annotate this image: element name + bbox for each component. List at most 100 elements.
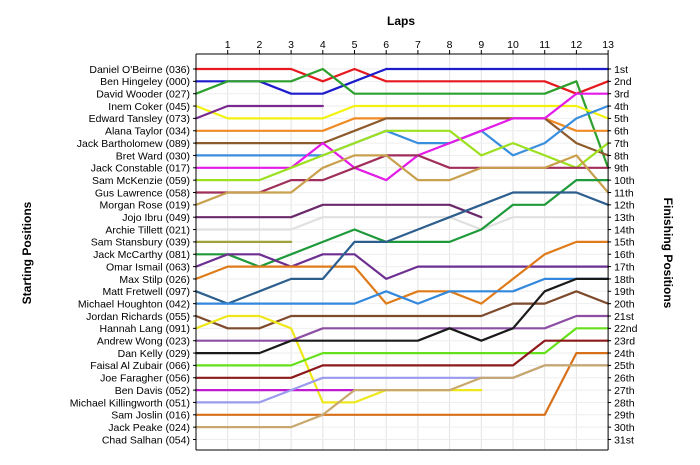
lap-tick-label: 13 [602, 39, 614, 51]
lap-tick-label: 8 [447, 39, 453, 51]
series-line [194, 67, 610, 95]
lap-tick-label: 9 [478, 39, 484, 51]
starting-position-label: Jack Bartholomew (089) [77, 138, 190, 150]
starting-position-label: Michael Killingworth (051) [70, 397, 190, 409]
finishing-position-label: 6th [614, 126, 629, 138]
series-line [194, 253, 610, 280]
x-axis-title: Laps [387, 14, 415, 28]
starting-position-label: Chad Salhan (054) [102, 434, 190, 446]
finishing-position-label: 1st [614, 64, 628, 76]
series-line [194, 352, 610, 416]
starting-position-label: Dan Kelly (029) [118, 348, 190, 360]
lap-tick-label: 4 [320, 39, 326, 51]
finishing-position-label: 7th [614, 138, 629, 150]
series-line [194, 154, 610, 206]
starting-position-label: Jojo Ibru (049) [122, 212, 190, 224]
series-line [194, 364, 610, 429]
finishing-position-label: 26th [614, 373, 635, 385]
starting-position-label: Sam McKenzie (059) [92, 175, 190, 187]
finishing-position-label: 15th [614, 237, 635, 249]
finishing-position-label: 31st [614, 434, 634, 446]
series-line [194, 67, 610, 169]
series-line [194, 104, 324, 120]
starting-position-label: Jack McCarthy (081) [93, 249, 190, 261]
series-line [194, 216, 610, 231]
finishing-position-label: 18th [614, 274, 635, 286]
series-line [194, 203, 483, 219]
series-line [194, 277, 610, 355]
finishing-position-label: 22nd [614, 323, 638, 335]
starting-position-label: Matt Fretwell (097) [102, 286, 190, 298]
finishing-position-label: 14th [614, 224, 635, 236]
lap-tick-label: 12 [571, 39, 583, 51]
series-line [194, 327, 610, 367]
finishing-position-label: 17th [614, 261, 635, 273]
series-line [194, 191, 610, 305]
starting-position-label: Max Stilp (026) [119, 274, 190, 286]
starting-position-label: Inem Coker (045) [108, 101, 190, 113]
finishing-position-label: 20th [614, 298, 635, 310]
starting-position-label: Edward Tansley (073) [89, 113, 190, 125]
series-line [194, 339, 610, 379]
series-line [194, 104, 610, 120]
series-line [194, 129, 610, 182]
finishing-position-label: 30th [614, 422, 635, 434]
series-line [194, 277, 610, 305]
finishing-position-label: 27th [614, 385, 635, 397]
finishing-position-label: 25th [614, 360, 635, 372]
series-line [194, 179, 610, 268]
starting-position-label: Jack Constable (017) [91, 163, 190, 175]
series-line [194, 314, 610, 342]
finishing-position-label: 24th [614, 348, 635, 360]
starting-position-label: Joe Faragher (056) [100, 373, 190, 385]
starting-position-label: Jack Peake (024) [108, 422, 190, 434]
starting-position-label: Ben Hingeley (000) [100, 76, 190, 88]
y-axis-right-title: Finishing Positions [661, 198, 675, 309]
finishing-position-label: 13th [614, 212, 635, 224]
starting-position-label: Andrew Wong (023) [97, 336, 190, 348]
finishing-position-label: 21st [614, 311, 634, 323]
finishing-position-label: 10th [614, 175, 635, 187]
starting-position-label: Daniel O'Beirne (036) [89, 64, 190, 76]
finishing-position-label: 19th [614, 286, 635, 298]
finishing-position-label: 8th [614, 150, 629, 162]
starting-position-label: Archie Tillett (021) [105, 224, 190, 236]
lap-tick-label: 2 [256, 39, 262, 51]
lap-tick-label: 10 [507, 39, 519, 51]
lap-tick-label: 1 [225, 39, 231, 51]
finishing-position-label: 2nd [614, 76, 632, 88]
finishing-position-label: 23rd [614, 336, 635, 348]
starting-position-label: Bret Ward (030) [116, 150, 190, 162]
finishing-position-label: 12th [614, 200, 635, 212]
starting-position-label: Gus Lawrence (058) [95, 187, 190, 199]
series-line [194, 67, 610, 95]
finishing-position-label: 11th [614, 187, 634, 199]
starting-position-label: Morgan Rose (019) [100, 200, 190, 212]
starting-position-label: Sam Stansbury (039) [91, 237, 190, 249]
starting-position-label: Faisal Al Zubair (066) [90, 360, 190, 372]
finishing-position-label: 28th [614, 397, 635, 409]
starting-position-label: Alana Taylor (034) [105, 126, 190, 138]
lap-tick-label: 7 [415, 39, 421, 51]
lap-tick-label: 5 [352, 39, 358, 51]
finishing-position-label: 16th [614, 249, 635, 261]
finishing-position-label: 29th [614, 410, 635, 422]
finishing-position-label: 4th [614, 101, 629, 113]
starting-position-label: Omar Ismail (063) [106, 261, 190, 273]
plot-frame [193, 50, 612, 451]
series-lines [194, 67, 610, 429]
series-line [194, 104, 610, 157]
finishing-position-label: 5th [614, 113, 629, 125]
starting-position-label: Sam Joslin (016) [111, 410, 190, 422]
starting-position-label: Michael Houghton (042) [78, 298, 190, 310]
starting-position-label: Hannah Lang (091) [100, 323, 191, 335]
finishing-position-label: 9th [614, 163, 629, 175]
lap-tick-label: 3 [288, 39, 294, 51]
lap-tick-label: 6 [383, 39, 389, 51]
y-axis-left-title: Starting Positions [20, 201, 34, 304]
finishing-position-label: 3rd [614, 89, 629, 101]
series-line [194, 290, 610, 330]
